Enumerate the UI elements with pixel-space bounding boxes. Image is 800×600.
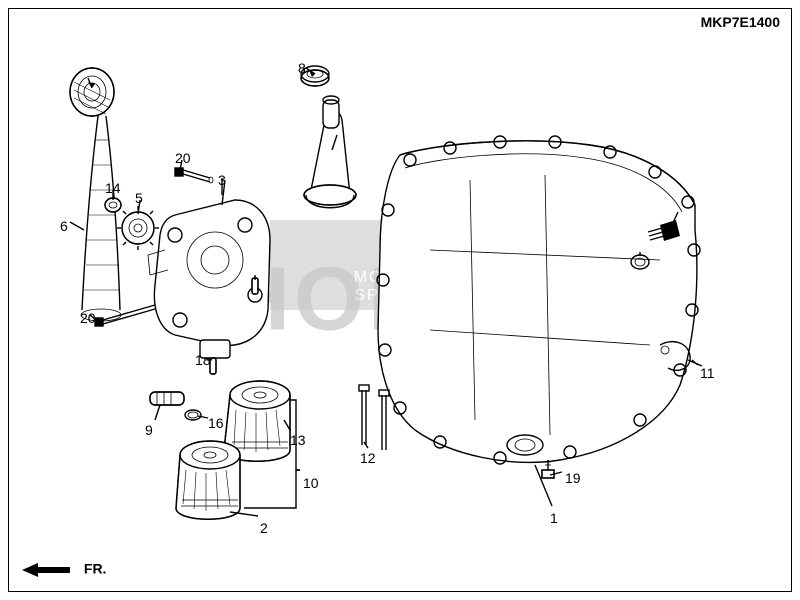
part-chain-coil (70, 68, 114, 116)
part-bolt-20a (175, 168, 213, 183)
part-washer-14 (105, 198, 121, 212)
part-grommet (301, 66, 329, 86)
parts-drawing (0, 0, 800, 600)
part-drain-bolt-19 (542, 460, 554, 478)
part-relief-valve (150, 392, 184, 405)
part-oil-pan (377, 136, 700, 464)
part-oring-16 (185, 410, 201, 420)
part-bolt-20b (95, 305, 155, 326)
arrowheads (88, 70, 315, 88)
part-oil-filter-2 (176, 441, 240, 519)
part-stud-12 (359, 385, 389, 450)
part-chain-strand (81, 116, 121, 321)
part-oil-strainer (304, 96, 356, 208)
